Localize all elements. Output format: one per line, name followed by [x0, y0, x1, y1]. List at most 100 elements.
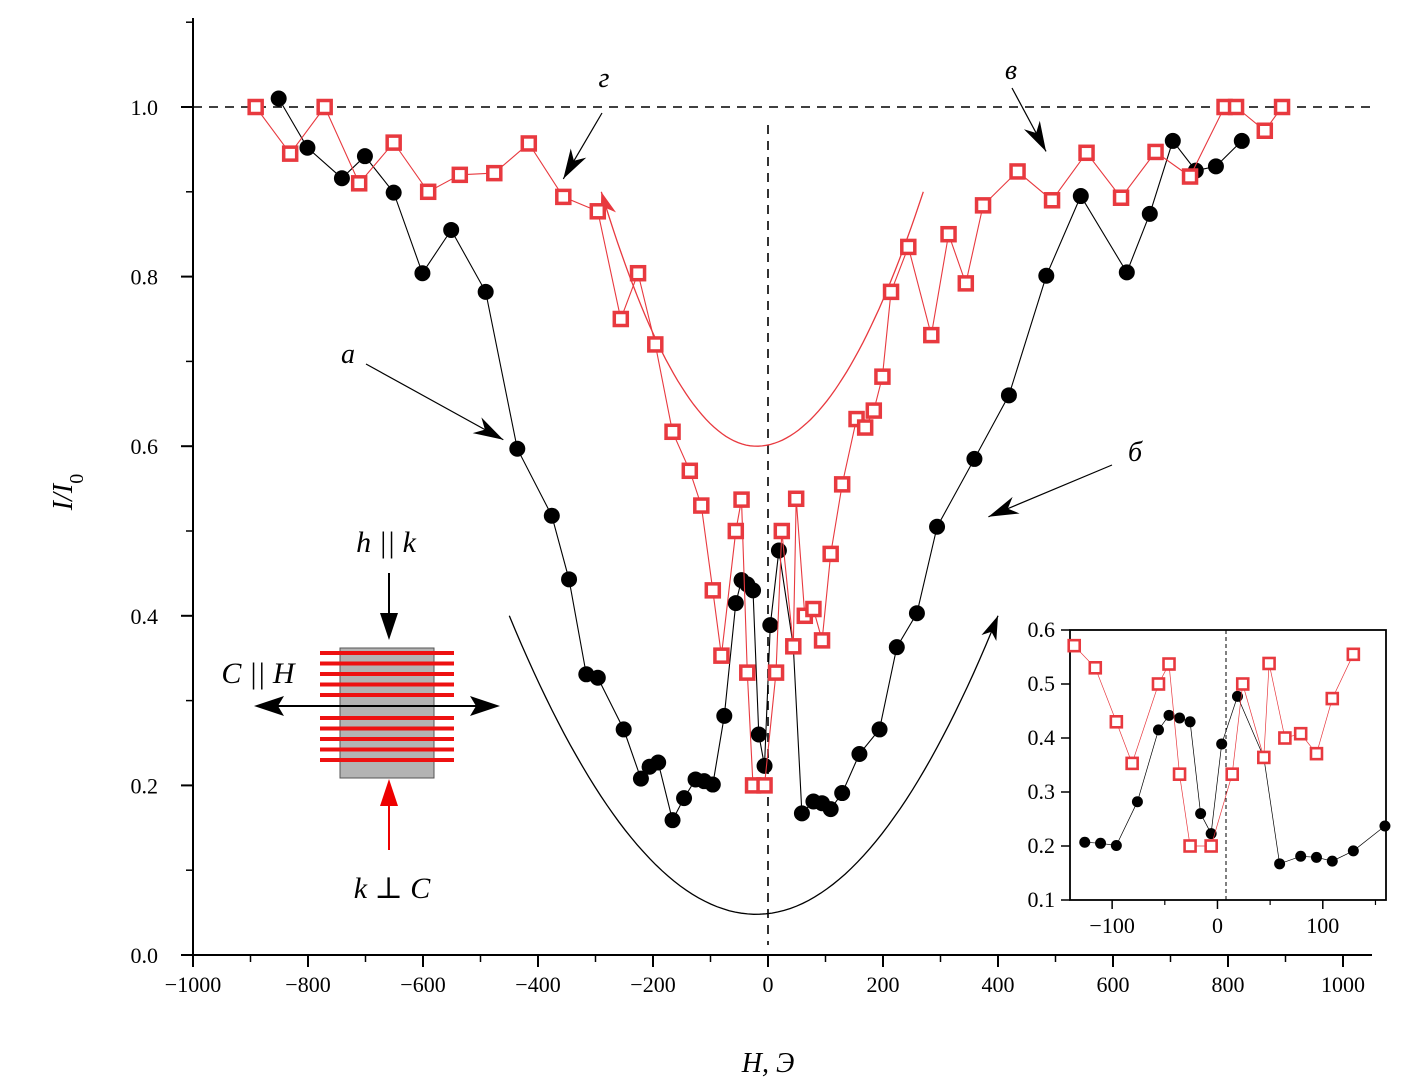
series-red-point: [629, 264, 647, 282]
annotation-label: а: [341, 339, 355, 370]
series-red-point: [451, 166, 469, 184]
series-black-point: [561, 571, 578, 588]
series-red-point: [713, 647, 730, 664]
series-red-point: [822, 545, 839, 563]
series-red-point: [1147, 143, 1164, 161]
x-tick-label: −400: [515, 972, 560, 997]
series-black-point: [888, 639, 905, 656]
series-red-point: [813, 632, 831, 649]
series-red-point: [681, 462, 699, 480]
inset-series-red-point: [1325, 691, 1340, 706]
inset-series-black-point: [1295, 850, 1307, 862]
series-black-point: [762, 617, 779, 634]
series-black-point: [1000, 387, 1017, 404]
inset-series-black-point: [1216, 738, 1228, 750]
series-red-point: [385, 134, 402, 151]
series-red-point: [589, 203, 607, 220]
series-red-point: [1043, 192, 1061, 209]
series-red-point: [316, 98, 333, 116]
inset-series-black-point: [1310, 851, 1322, 863]
sample-stripe: [320, 661, 454, 666]
series-red-point: [693, 497, 710, 514]
y-tick-label: 0.0: [131, 943, 159, 968]
series-red-point: [647, 336, 664, 353]
sample-stripes: [320, 651, 454, 762]
annotation-label: г: [599, 63, 610, 94]
series-black-point: [650, 754, 667, 771]
inset-series-black-point: [1326, 855, 1338, 867]
series-black-point: [414, 265, 431, 282]
series-red-point: [865, 402, 883, 419]
series-red-point: [739, 664, 756, 681]
inset-series-black-point: [1095, 837, 1107, 849]
series-black-point: [871, 721, 888, 738]
inset-y-tick-label: 0.6: [1028, 617, 1056, 642]
y-ticks: 0.0 0.2 0.4 0.6 0.8 1.0: [131, 21, 193, 968]
inset-ticks: −100 0 100 0.1 0.2 0.3 0.4 0.5 0.6: [1028, 617, 1377, 938]
inset-x-tick-label: −100: [1089, 913, 1134, 938]
series-black-point: [1141, 205, 1158, 222]
inset-series-red-point: [1162, 657, 1176, 671]
series-black-point: [929, 518, 946, 535]
series-black-point: [270, 90, 287, 107]
y-tick-label: 1.0: [131, 95, 159, 120]
series-black-point: [589, 669, 606, 686]
series-black-point: [443, 221, 460, 238]
series-black-point: [632, 770, 649, 787]
inset-series-red-point: [1257, 750, 1271, 765]
inset-series-red-point: [1109, 714, 1124, 729]
series-red-point: [612, 310, 630, 328]
inset-series-black-point: [1231, 690, 1243, 702]
series-red-point: [555, 188, 572, 206]
series-black-point: [834, 785, 851, 802]
schematic-arrow-right-head: [470, 696, 500, 716]
inset-x-tick-label: 100: [1306, 913, 1339, 938]
series-black-point: [756, 757, 773, 774]
series-red-point: [727, 522, 745, 540]
schematic: h || k C || H k ⊥ C: [221, 526, 500, 905]
inset-chart: −100 0 100 0.1 0.2 0.3 0.4 0.5 0.6: [1028, 617, 1391, 938]
series-red-point: [1009, 163, 1026, 180]
x-tick-label: 1000: [1321, 972, 1365, 997]
x-ticks: −1000 −800 −600 −400 −200 0 200 400 600 800 1000: [165, 955, 1365, 997]
series-red-point: [1256, 122, 1274, 139]
annotation-arrowhead: [1023, 120, 1047, 152]
series-black-point: [1038, 267, 1055, 284]
series-red-point: [1273, 98, 1291, 116]
y-tick-label: 0.6: [131, 434, 159, 459]
series-black-point: [543, 507, 560, 524]
series-black-point: [385, 184, 402, 201]
sample-stripe: [320, 682, 454, 687]
sample-stripe: [320, 716, 454, 720]
inset-series-red-point: [1293, 726, 1308, 741]
inset-y-tick-label: 0.3: [1028, 779, 1056, 804]
annotation-arrow-line: [988, 464, 1113, 518]
inset-series-red-point: [1204, 839, 1218, 853]
series-red-point: [704, 582, 722, 599]
x-tick-label: 200: [867, 972, 900, 997]
x-tick-label: 600: [1097, 972, 1130, 997]
series-red-point: [520, 135, 538, 152]
series-red-point: [733, 491, 750, 508]
series-black-point: [822, 801, 839, 818]
schematic-label-top: h || k: [356, 526, 416, 559]
schematic-arrow-bottom-head: [380, 779, 398, 806]
x-tick-label: −200: [630, 972, 675, 997]
series-red-point: [787, 490, 805, 508]
inset-series-red-point: [1278, 731, 1292, 745]
sample-stripe: [320, 693, 454, 697]
series-red-point: [773, 522, 791, 540]
y-tick-label: 0.8: [131, 265, 159, 290]
series-black-point: [716, 707, 733, 724]
inset-frame: [1069, 629, 1387, 901]
annotation-arrowhead: [563, 148, 587, 179]
sample-stripe: [320, 737, 454, 741]
series-black-point: [356, 148, 373, 165]
sample-block: [339, 647, 435, 779]
series-black-point: [745, 582, 762, 599]
x-tick-label: −1000: [165, 972, 221, 997]
schematic-arrow-left-head: [254, 696, 284, 716]
sample-stripe: [320, 726, 454, 731]
inset-series-black-point: [1152, 724, 1164, 736]
